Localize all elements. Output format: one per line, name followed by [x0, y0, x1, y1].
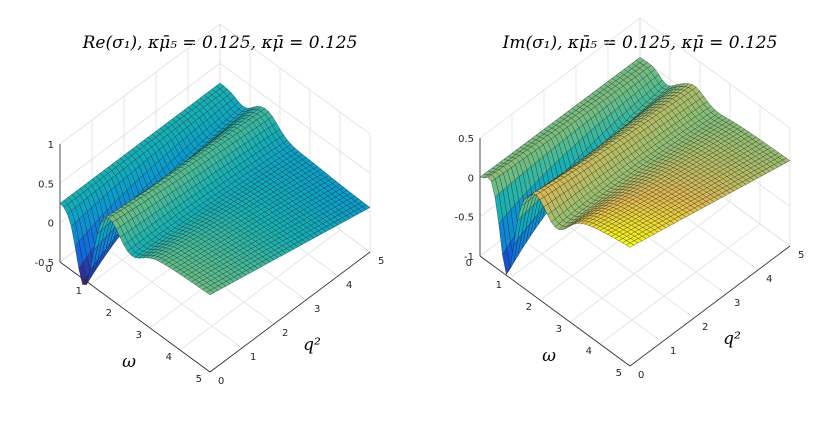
x-tick-label: 5 [378, 256, 384, 267]
x-axis-line [209, 251, 371, 373]
x-axis-line [629, 245, 791, 367]
x-tick-label: 4 [766, 274, 772, 285]
y-tick-label: 2 [526, 302, 532, 313]
x-tick-label: 1 [670, 346, 676, 357]
x-tick-label: 2 [702, 322, 708, 333]
y-tick-label: 5 [196, 374, 202, 385]
surface [59, 82, 371, 296]
surface-plot-re-sigma1: Re(σ₁), κμ̄₅ = 0.125, κμ̄ = 0.125 0 1 2 3 4 5… [34, 23, 384, 387]
z-tick-label: -0.5 [34, 258, 54, 269]
x-tick-label: 4 [346, 280, 352, 291]
gridline [179, 229, 341, 351]
x-axis-label: q² [303, 335, 321, 355]
gridline [511, 231, 663, 343]
gridline [59, 23, 371, 145]
x-tick-label: 0 [218, 376, 224, 387]
y-tick-label: 4 [166, 352, 172, 363]
x-tick-label: 1 [250, 352, 256, 363]
y-tick-label: 1 [76, 286, 82, 297]
z-tick-label: -0.5 [454, 213, 474, 224]
x-tick-label: 3 [734, 298, 740, 309]
y-tick-label: 1 [496, 280, 502, 291]
y-axis-label: ω [542, 346, 556, 366]
gridline [599, 223, 761, 345]
y-tick-label: 3 [136, 330, 142, 341]
z-tick-label: 0.5 [38, 179, 54, 190]
z-tick-label: -1 [464, 252, 474, 263]
y-tick-label: 3 [556, 324, 562, 335]
gridline [479, 17, 791, 139]
surface-plot-im-sigma1: Im(σ₁), κμ̄₅ = 0.125, κμ̄ = 0.125 0 1 2 3 4 5… [454, 17, 804, 381]
y-axis-line [479, 255, 631, 367]
y-axis-label: ω [122, 352, 136, 372]
x-tick-label: 3 [314, 304, 320, 315]
surface-patch [205, 289, 215, 296]
z-tick-label: 1 [48, 140, 54, 151]
gridline [91, 237, 243, 349]
y-axis-line [59, 261, 211, 373]
y-tick-label: 2 [106, 308, 112, 319]
gridline [569, 201, 731, 323]
x-axis-label: q² [723, 329, 741, 349]
y-tick-label: 0 [466, 258, 472, 269]
z-tick-label: 0 [468, 173, 474, 184]
surface-patch [625, 242, 635, 248]
y-tick-label: 5 [616, 368, 622, 379]
x-tick-label: 5 [798, 250, 804, 261]
panel-title-im-sigma1: Im(σ₁), κμ̄₅ = 0.125, κμ̄ = 0.125 [502, 33, 778, 53]
gridline [59, 62, 371, 184]
surface [479, 57, 791, 275]
y-tick-label: 4 [586, 346, 592, 357]
x-tick-label: 0 [638, 370, 644, 381]
z-tick-label: 0.5 [458, 134, 474, 145]
panel-title-re-sigma1: Re(σ₁), κμ̄₅ = 0.125, κμ̄ = 0.125 [82, 33, 358, 53]
axes: 0 1 2 3 4 5 0 1 2 3 4 5 -1 -0.5 0 0.5 q² ω [454, 134, 804, 381]
z-tick-label: 0 [48, 219, 54, 230]
y-tick-label: 0 [46, 264, 52, 275]
x-tick-label: 2 [282, 328, 288, 339]
